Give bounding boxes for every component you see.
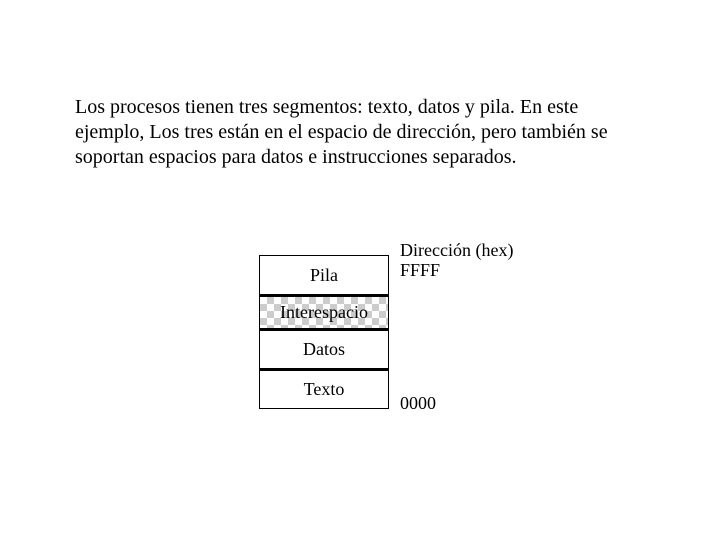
address-top-label: FFFF <box>400 260 440 281</box>
address-header-label: Dirección (hex) <box>400 240 513 261</box>
segment-interespacio-label: Interespacio <box>280 302 368 323</box>
segment-pila: Pila <box>259 255 389 295</box>
segment-pila-label: Pila <box>310 265 338 286</box>
segment-texto: Texto <box>259 369 389 409</box>
description-paragraph: Los procesos tienen tres segmentos: text… <box>75 95 635 170</box>
segment-datos-label: Datos <box>303 339 345 360</box>
segment-datos: Datos <box>259 329 389 369</box>
memory-segments-diagram: Pila Interespacio Datos Texto <box>259 255 389 409</box>
address-bottom-label: 0000 <box>400 393 436 414</box>
segment-interespacio: Interespacio <box>259 295 389 329</box>
segment-texto-label: Texto <box>304 379 345 400</box>
